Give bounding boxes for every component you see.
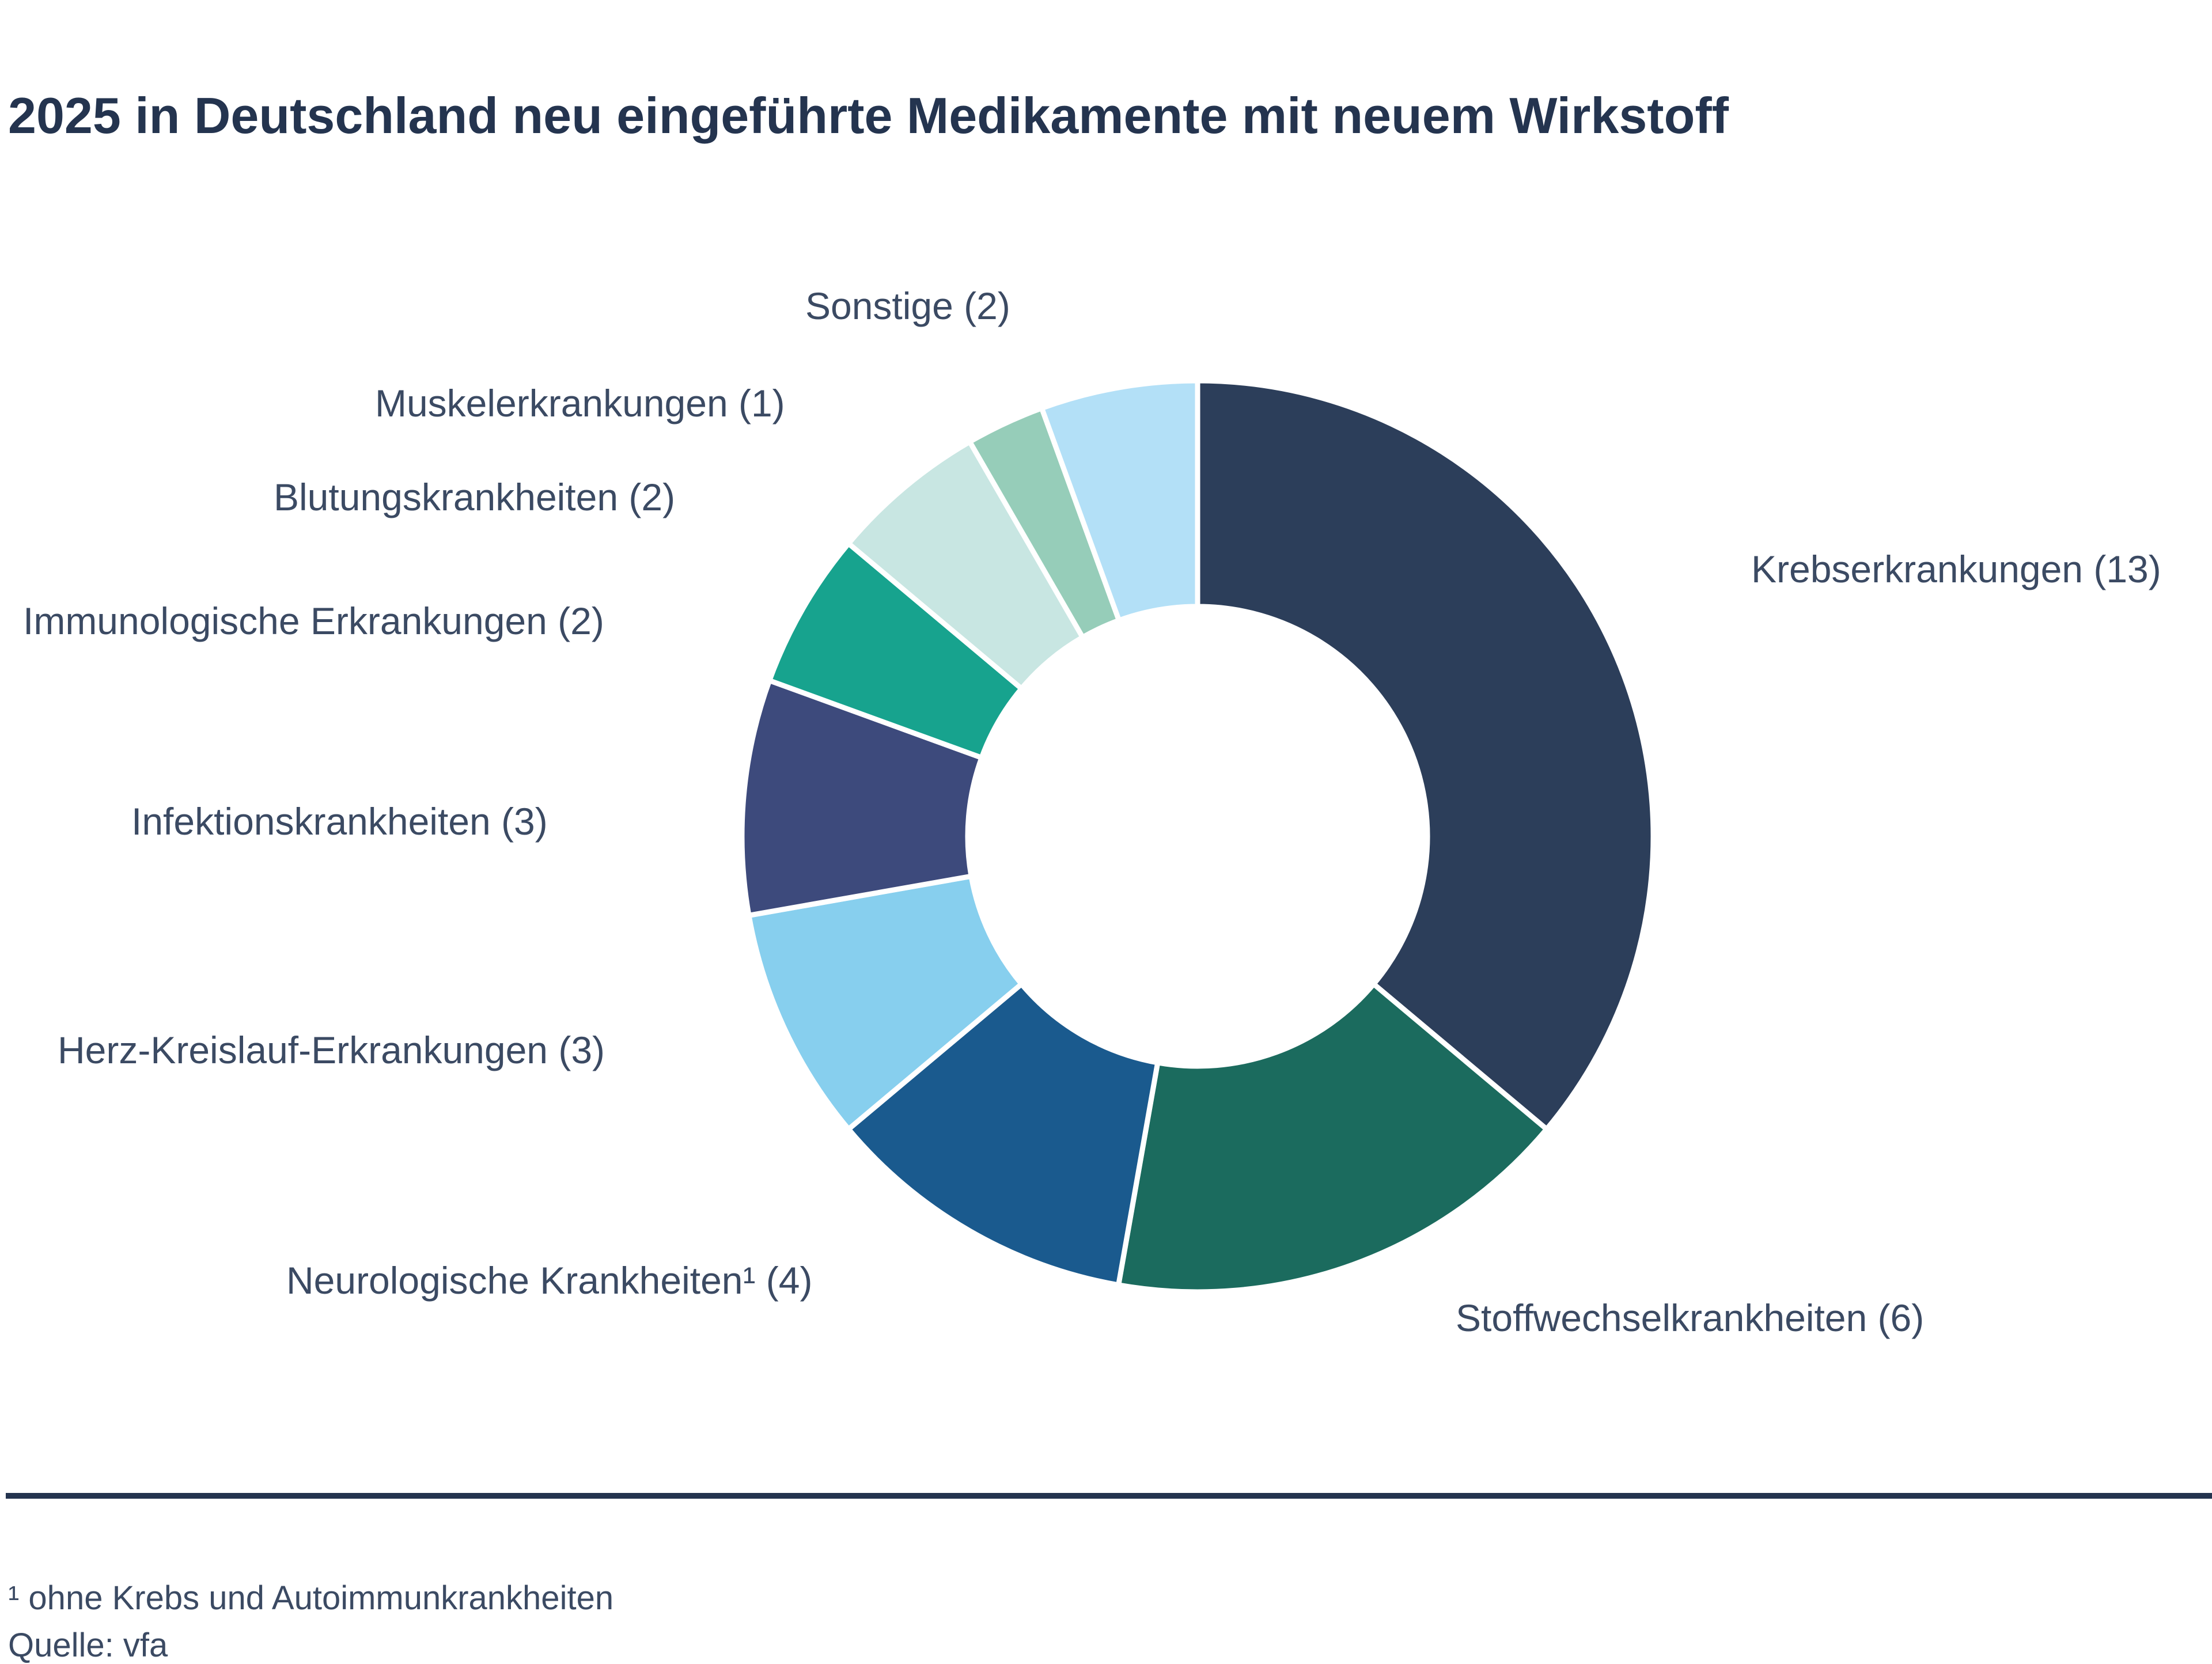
footnote: ¹ ohne Krebs und Autoimmunkrankheiten <box>8 1579 614 1617</box>
donut-slice-3 <box>745 873 1025 1133</box>
slice-label-infektion: Infektionskrankheiten (3) <box>131 800 548 843</box>
donut-slice-4 <box>739 677 985 919</box>
donut-slice-2 <box>844 980 1161 1288</box>
slice-label-herz-kreislauf: Herz-Kreislauf-Erkrankungen (3) <box>58 1029 605 1071</box>
slice-label-immunologisch: Immunologische Erkrankungen (2) <box>23 600 604 642</box>
slice-label-sonstige: Sonstige (2) <box>805 285 1010 327</box>
donut-slice-8 <box>1038 378 1200 624</box>
slice-label-krebs: Krebserkrankungen (13) <box>1751 548 2161 590</box>
chart-title: 2025 in Deutschland neu eingeführte Medi… <box>8 87 1729 144</box>
donut-slice-1 <box>1115 980 1551 1295</box>
slice-label-neurologisch: Neurologische Krankheiten¹ (4) <box>286 1259 813 1302</box>
source-note: Quelle: vfa <box>8 1627 168 1664</box>
slice-label-blutung: Blutungskrankheiten (2) <box>274 476 676 518</box>
slice-label-muskel: Muskelerkrankungen (1) <box>375 382 785 424</box>
slice-label-stoffwechsel: Stoffwechselkrankheiten (6) <box>1456 1297 1925 1339</box>
donut-slice-0 <box>1195 378 1656 1133</box>
divider-rule <box>6 1493 2212 1499</box>
